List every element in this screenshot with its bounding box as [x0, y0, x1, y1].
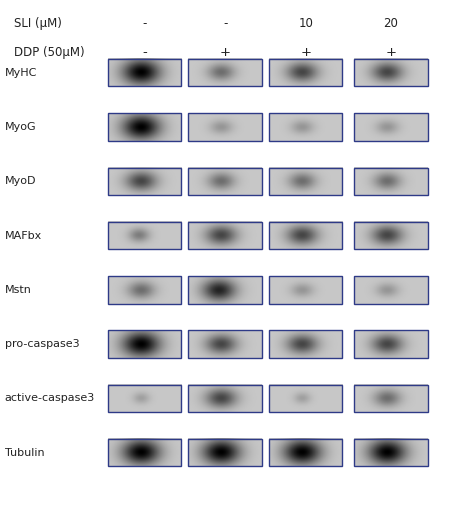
Bar	[108, 330, 181, 358]
Bar	[269, 113, 342, 141]
Text: 20: 20	[383, 17, 399, 30]
Text: pro-caspase3: pro-caspase3	[5, 339, 79, 349]
Bar	[188, 222, 262, 249]
Text: 10: 10	[298, 17, 313, 30]
Bar	[269, 222, 342, 249]
Bar	[269, 59, 342, 86]
Bar	[354, 113, 428, 141]
Text: MyHC: MyHC	[5, 68, 37, 77]
Bar	[108, 222, 181, 249]
Bar	[108, 439, 181, 466]
Bar	[354, 330, 428, 358]
Text: MAFbx: MAFbx	[5, 231, 42, 240]
Bar	[269, 168, 342, 195]
Text: -: -	[142, 17, 147, 30]
Text: Tubulin: Tubulin	[5, 448, 45, 457]
Text: MyoD: MyoD	[5, 177, 36, 186]
Bar	[188, 168, 262, 195]
Bar	[269, 439, 342, 466]
Bar	[269, 276, 342, 304]
Bar	[354, 385, 428, 412]
Bar	[108, 59, 181, 86]
Bar	[188, 113, 262, 141]
Bar	[354, 439, 428, 466]
Bar	[188, 439, 262, 466]
Bar	[269, 385, 342, 412]
Bar	[354, 59, 428, 86]
Text: -: -	[142, 46, 147, 59]
Text: +: +	[385, 46, 397, 59]
Text: MyoG: MyoG	[5, 122, 36, 132]
Text: +: +	[219, 46, 231, 59]
Text: -: -	[223, 17, 228, 30]
Bar	[108, 276, 181, 304]
Text: Mstn: Mstn	[5, 285, 32, 295]
Bar	[269, 330, 342, 358]
Bar	[354, 276, 428, 304]
Bar	[188, 385, 262, 412]
Text: SLI (μM): SLI (μM)	[14, 17, 62, 30]
Bar	[354, 168, 428, 195]
Bar	[188, 330, 262, 358]
Bar	[108, 113, 181, 141]
Bar	[108, 168, 181, 195]
Bar	[188, 276, 262, 304]
Bar	[108, 385, 181, 412]
Text: active-caspase3: active-caspase3	[5, 394, 95, 403]
Bar	[188, 59, 262, 86]
Text: DDP (50μM): DDP (50μM)	[14, 46, 85, 59]
Text: +: +	[300, 46, 311, 59]
Bar	[354, 222, 428, 249]
